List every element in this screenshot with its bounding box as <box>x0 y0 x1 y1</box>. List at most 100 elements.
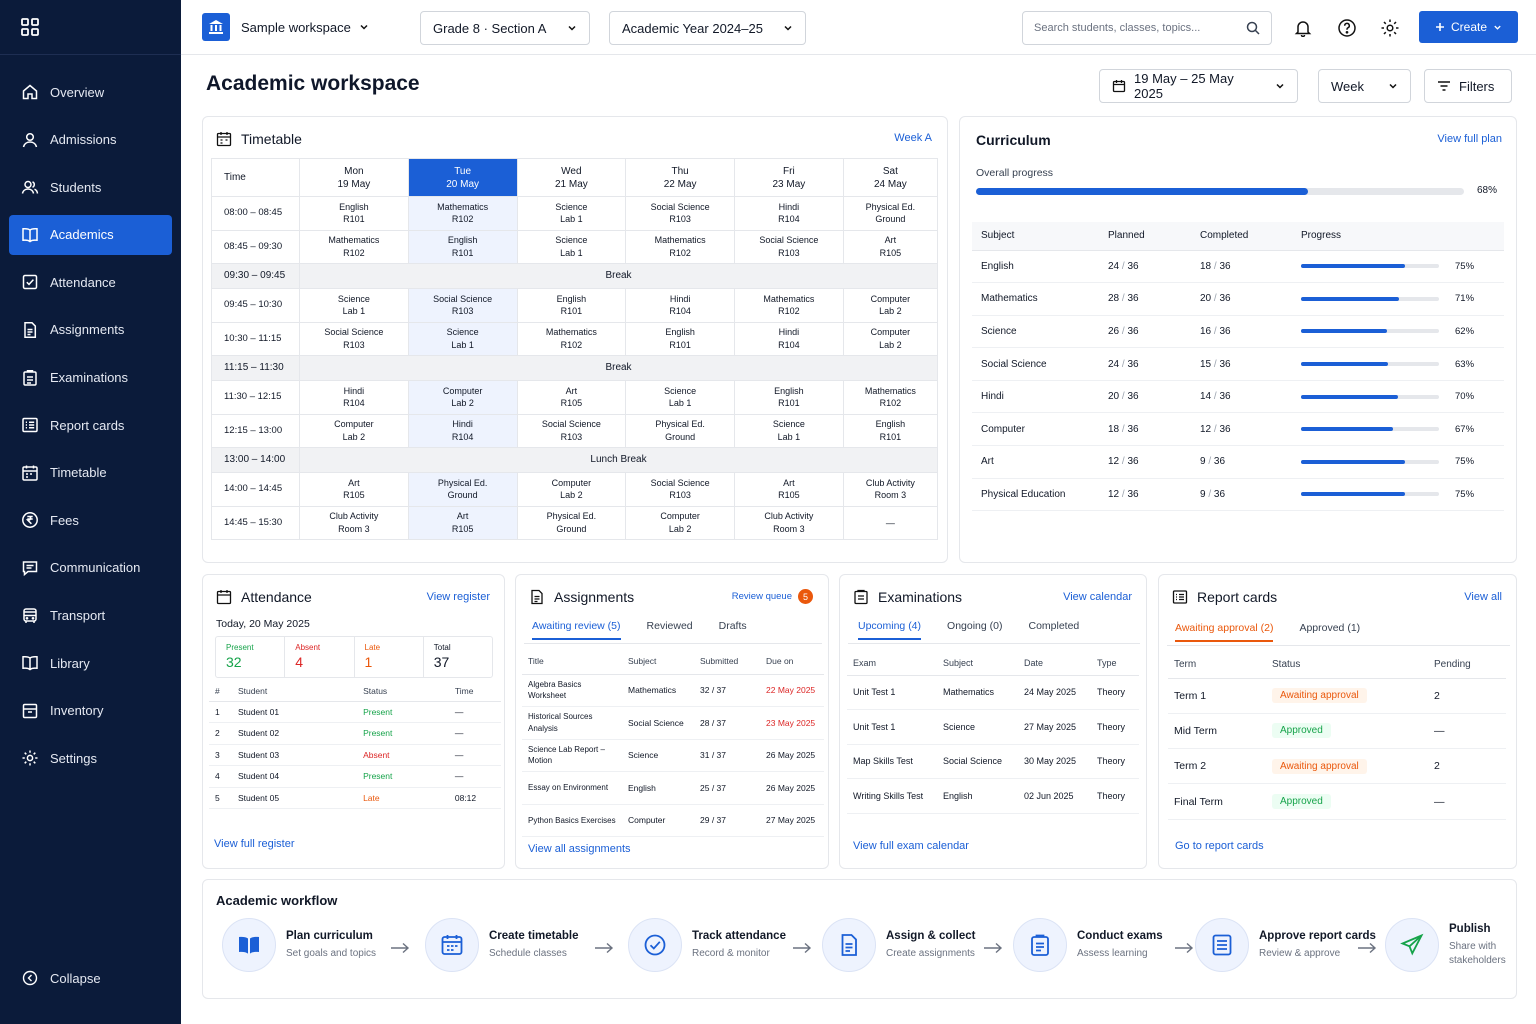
view-full-plan-link[interactable]: View full plan <box>1437 133 1502 145</box>
timetable-cell[interactable]: Computer Lab 2 <box>299 413 409 448</box>
assignments-tab[interactable]: Drafts <box>718 620 747 632</box>
search-input[interactable]: Search students, classes, topics... <box>1022 11 1272 45</box>
sidebar-item-inventory[interactable]: Inventory <box>9 691 172 731</box>
table-row[interactable]: Final Term Approved — <box>1168 783 1506 820</box>
exams-tab[interactable]: Ongoing (0) <box>947 620 1003 632</box>
timetable-cell[interactable]: Computer Lab 2 <box>842 288 939 323</box>
help-icon[interactable] <box>1335 16 1359 40</box>
exams-tab[interactable]: Completed <box>1028 620 1080 632</box>
review-queue-link[interactable]: Review queue 5 <box>732 589 813 604</box>
table-row[interactable]: Essay on Environment English 25 / 37 26 … <box>522 771 824 805</box>
gear-icon[interactable] <box>1378 16 1402 40</box>
timetable-cell[interactable]: Computer Lab 2 <box>407 380 518 415</box>
timetable-cell[interactable]: Physical Ed. Ground <box>625 413 735 448</box>
timetable-cell[interactable]: English R101 <box>734 380 844 415</box>
timetable-cell[interactable]: Club Activity Room 3 <box>299 505 409 540</box>
timetable-cell[interactable]: Science Lab 1 <box>734 413 844 448</box>
timetable-cell[interactable]: Art R105 <box>516 380 627 415</box>
timetable-cell[interactable]: Social Science R103 <box>299 321 409 356</box>
timetable-cell[interactable]: Art R105 <box>299 472 409 507</box>
table-row[interactable]: Mid Term Approved — <box>1168 713 1506 750</box>
timetable-cell[interactable]: Computer Lab 2 <box>842 321 939 356</box>
sidebar-item-communication[interactable]: Communication <box>9 548 172 588</box>
date-range-picker[interactable]: 19 May – 25 May 2025 <box>1099 69 1298 103</box>
timetable-cell[interactable]: English R101 <box>299 196 409 231</box>
timetable-cell[interactable]: Mathematics R102 <box>516 321 627 356</box>
workflow-step-track-attendance[interactable]: Track attendance Record & monitor <box>628 918 786 972</box>
workflow-step-conduct-exams[interactable]: Conduct exams Assess learning <box>1013 918 1163 972</box>
workflow-step-assign-collect[interactable]: Assign & collect Create assignments <box>822 918 975 972</box>
timetable-cell[interactable]: Mathematics R102 <box>734 288 844 323</box>
timetable-cell[interactable]: Science Lab 1 <box>516 229 627 264</box>
table-row[interactable]: Term 2 Awaiting approval 2 <box>1168 748 1506 785</box>
timetable-cell[interactable]: Social Science R103 <box>625 196 735 231</box>
timetable-cell[interactable]: Social Science R103 <box>516 413 627 448</box>
timetable-cell[interactable]: Club Activity Room 3 <box>734 505 844 540</box>
week-a-link[interactable]: Week A <box>894 132 932 144</box>
table-row[interactable]: 5 Student 05 Late 08:12 <box>209 787 501 809</box>
view-register-link[interactable]: View register <box>426 591 490 603</box>
timetable-cell[interactable]: English R101 <box>407 229 518 264</box>
report-tab[interactable]: Awaiting approval (2) <box>1175 622 1274 642</box>
timetable-cell[interactable]: Science Lab 1 <box>516 196 627 231</box>
collapse-button[interactable]: Collapse <box>9 958 101 998</box>
view-all-assignments-link[interactable]: View all assignments <box>528 843 631 855</box>
timetable-cell[interactable]: English R101 <box>625 321 735 356</box>
report-tab[interactable]: Approved (1) <box>1299 622 1361 634</box>
timetable-cell[interactable]: — <box>842 505 939 540</box>
go-to-report-cards-link[interactable]: Go to report cards <box>1175 840 1264 852</box>
timetable-cell[interactable]: Physical Ed. Ground <box>407 472 518 507</box>
workflow-step-plan-curriculum[interactable]: Plan curriculum Set goals and topics <box>222 918 376 972</box>
sidebar-item-timetable[interactable]: Timetable <box>9 453 172 493</box>
timetable-cell[interactable]: Mathematics R102 <box>842 380 939 415</box>
timetable-cell[interactable]: Computer Lab 2 <box>516 472 627 507</box>
timetable-cell[interactable]: Science Lab 1 <box>407 321 518 356</box>
timetable-cell[interactable]: Computer Lab 2 <box>625 505 735 540</box>
sidebar-item-fees[interactable]: Fees <box>9 500 172 540</box>
table-row[interactable]: Unit Test 1 Science 27 May 2025 Theory <box>847 709 1139 745</box>
timetable-cell[interactable]: Social Science R103 <box>625 472 735 507</box>
sidebar-item-examinations[interactable]: Examinations <box>9 358 172 398</box>
timetable-cell[interactable]: Physical Ed. Ground <box>842 196 939 231</box>
assignments-tab[interactable]: Awaiting review (5) <box>532 620 621 640</box>
workspace-selector[interactable]: Sample workspace <box>202 13 369 41</box>
view-all-link[interactable]: View all <box>1464 591 1502 603</box>
timetable-cell[interactable]: Mathematics R102 <box>407 196 518 231</box>
timetable-cell[interactable]: Social Science R103 <box>734 229 844 264</box>
timetable-cell[interactable]: English R101 <box>842 413 939 448</box>
sidebar-item-library[interactable]: Library <box>9 643 172 683</box>
timetable-cell[interactable]: Hindi R104 <box>407 413 518 448</box>
table-row[interactable]: Map Skills Test Social Science 30 May 20… <box>847 744 1139 779</box>
workflow-step-publish[interactable]: Publish Share with stakeholders <box>1385 918 1511 972</box>
create-button[interactable]: Create <box>1419 11 1518 43</box>
timetable-cell[interactable]: Science Lab 1 <box>625 380 735 415</box>
workflow-step-approve-report-cards[interactable]: Approve report cards Review & approve <box>1195 918 1376 972</box>
timetable-cell[interactable]: Hindi R104 <box>734 196 844 231</box>
view-full-exam-calendar-link[interactable]: View full exam calendar <box>853 840 969 852</box>
table-row[interactable]: 4 Student 04 Present — <box>209 765 501 788</box>
timetable-cell[interactable]: Science Lab 1 <box>299 288 409 323</box>
sidebar-item-admissions[interactable]: Admissions <box>9 120 172 160</box>
table-row[interactable]: 2 Student 02 Present — <box>209 722 501 745</box>
timetable-cell[interactable]: Art R105 <box>407 505 518 540</box>
view-calendar-link[interactable]: View calendar <box>1063 591 1132 603</box>
view-full-register-link[interactable]: View full register <box>214 838 295 850</box>
timetable-cell[interactable]: Art R105 <box>734 472 844 507</box>
timetable-cell[interactable]: Mathematics R102 <box>299 229 409 264</box>
timetable-cell[interactable]: Art R105 <box>842 229 939 264</box>
filters-button[interactable]: Filters <box>1424 69 1512 103</box>
sidebar-item-attendance[interactable]: Attendance <box>9 262 172 302</box>
sidebar-item-overview[interactable]: Overview <box>9 72 172 112</box>
table-row[interactable]: Science Lab Report – Motion Science 31 /… <box>522 739 824 772</box>
timetable-cell[interactable]: Hindi R104 <box>625 288 735 323</box>
bell-icon[interactable] <box>1291 16 1315 40</box>
timetable-cell[interactable]: Hindi R104 <box>299 380 409 415</box>
table-row[interactable]: 3 Student 03 Absent — <box>209 744 501 766</box>
sidebar-item-transport[interactable]: Transport <box>9 596 172 636</box>
table-row[interactable]: Algebra Basics Worksheet Mathematics 32 … <box>522 674 824 707</box>
table-row[interactable]: Term 1 Awaiting approval 2 <box>1168 678 1506 714</box>
sidebar-item-report-cards[interactable]: Report cards <box>9 405 172 445</box>
assignments-tab[interactable]: Reviewed <box>646 620 693 632</box>
sidebar-item-settings[interactable]: Settings <box>9 738 172 778</box>
sidebar-item-students[interactable]: Students <box>9 167 172 207</box>
